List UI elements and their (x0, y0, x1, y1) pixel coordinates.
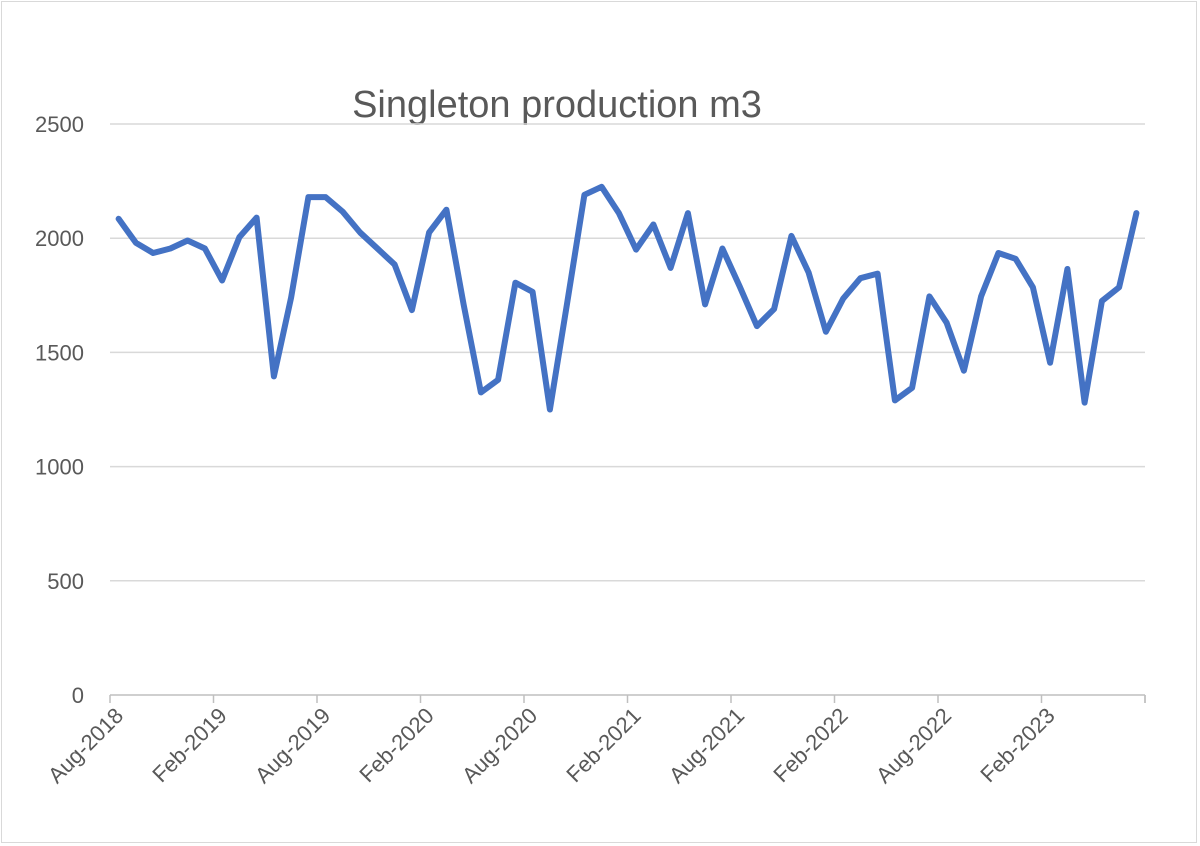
x-tick-label: Feb-2023 (975, 703, 1059, 787)
x-tick-label: Aug-2019 (250, 703, 335, 788)
y-tick-label: 1500 (35, 340, 84, 365)
chart-title: Singleton production m3 (352, 84, 762, 126)
x-tick-label: Aug-2018 (43, 703, 128, 788)
x-tick-label: Feb-2020 (354, 703, 438, 787)
x-tick-label: Aug-2022 (871, 703, 956, 788)
y-tick-label: 500 (47, 569, 84, 594)
x-tick-label: Feb-2022 (768, 703, 852, 787)
y-tick-label: 0 (72, 683, 84, 708)
series-line (115, 183, 1140, 413)
x-tick-label: Feb-2019 (147, 703, 231, 787)
x-tick-label: Aug-2020 (457, 703, 542, 788)
x-tick-label: Feb-2021 (561, 703, 645, 787)
y-tick-label: 1000 (35, 455, 84, 480)
y-tick-label: 2000 (35, 226, 84, 251)
y-tick-label: 2500 (35, 112, 84, 137)
x-tick-label: Aug-2021 (664, 703, 749, 788)
